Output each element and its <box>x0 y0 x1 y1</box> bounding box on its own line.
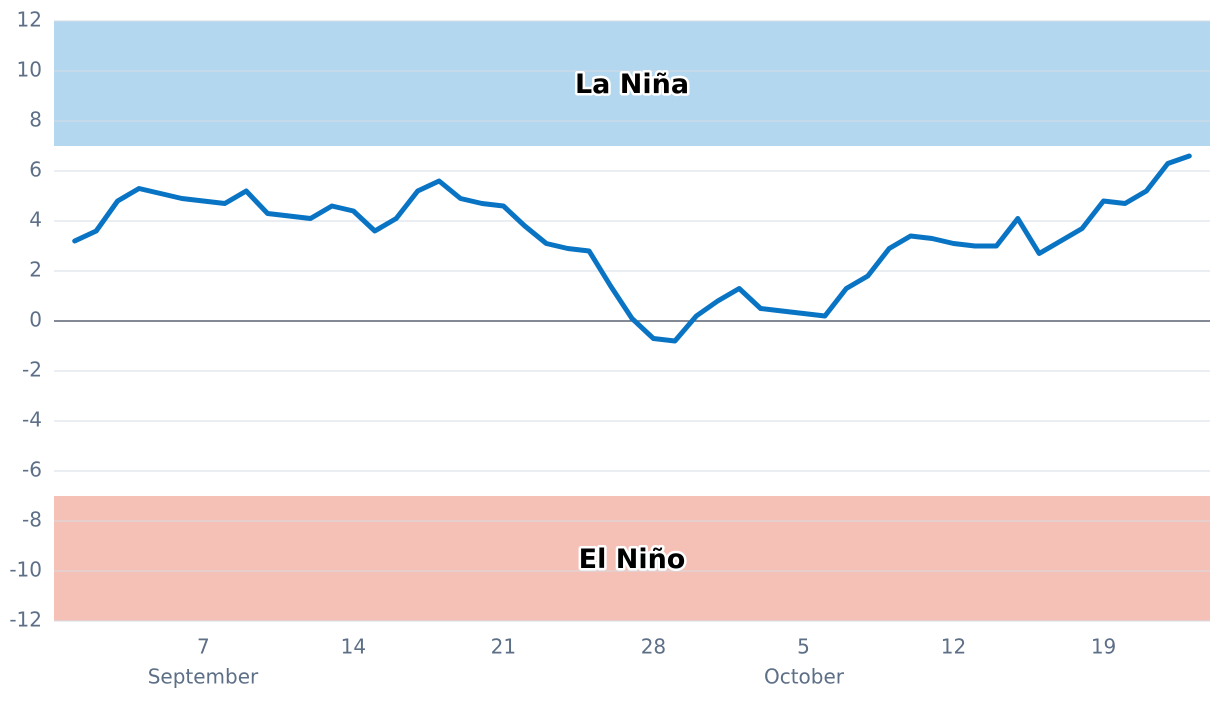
x-tick-label: 14 <box>341 635 366 659</box>
x-tick-label: 5 <box>797 635 810 659</box>
y-tick-label: -2 <box>22 358 42 382</box>
y-tick-label: 10 <box>17 58 42 82</box>
line <box>72 153 1192 344</box>
y-tick-label: 12 <box>17 8 42 32</box>
y-tick-label: -12 <box>9 608 42 632</box>
x-tick-label: 12 <box>941 635 966 659</box>
y-tick-label: -8 <box>22 508 42 532</box>
band <box>54 496 1210 621</box>
band-label: La Niña <box>575 69 689 100</box>
month-label: October <box>764 665 845 689</box>
y-tick-label: -4 <box>22 408 42 432</box>
x-tick-label: 19 <box>1091 635 1116 659</box>
y-tick-label: 2 <box>29 258 42 282</box>
y-tick-label: 0 <box>29 308 42 332</box>
y-tick-label: 4 <box>29 208 42 232</box>
y-tick-label: 8 <box>29 108 42 132</box>
x-tick-label: 21 <box>491 635 516 659</box>
band-label: El Niño <box>579 544 686 575</box>
y-tick-label: -6 <box>22 458 42 482</box>
x-tick-label: 7 <box>197 635 210 659</box>
band <box>54 21 1210 146</box>
band-layer <box>54 21 1210 621</box>
month-label: September <box>148 665 259 689</box>
x-tick-label: 28 <box>641 635 666 659</box>
y-tick-label: -10 <box>9 558 42 582</box>
y-tick-label: 6 <box>29 158 42 182</box>
